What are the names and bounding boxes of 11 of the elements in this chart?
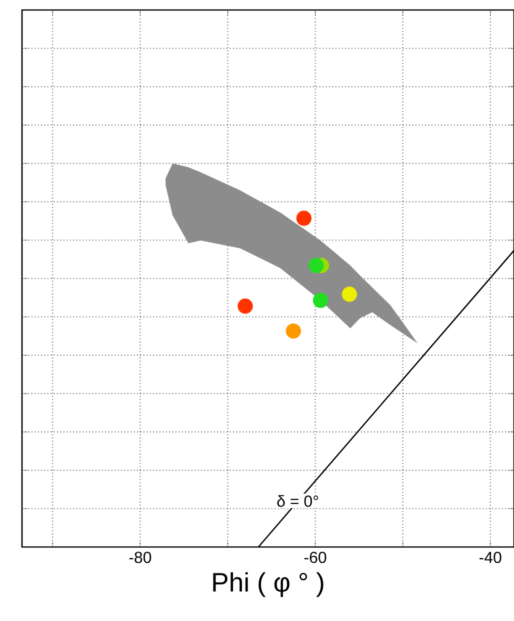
x-axis-title: Phi ( φ ° ) [213,572,324,598]
x-tick-label: -60 [304,552,326,564]
point [286,323,301,339]
point [342,286,358,302]
point [308,258,324,274]
annotation: δ = 0° [277,495,318,507]
point [312,292,328,308]
x-tick-label: -40 [480,552,502,564]
point [238,298,253,314]
x-tick-label: -80 [129,552,152,564]
point [296,210,312,226]
